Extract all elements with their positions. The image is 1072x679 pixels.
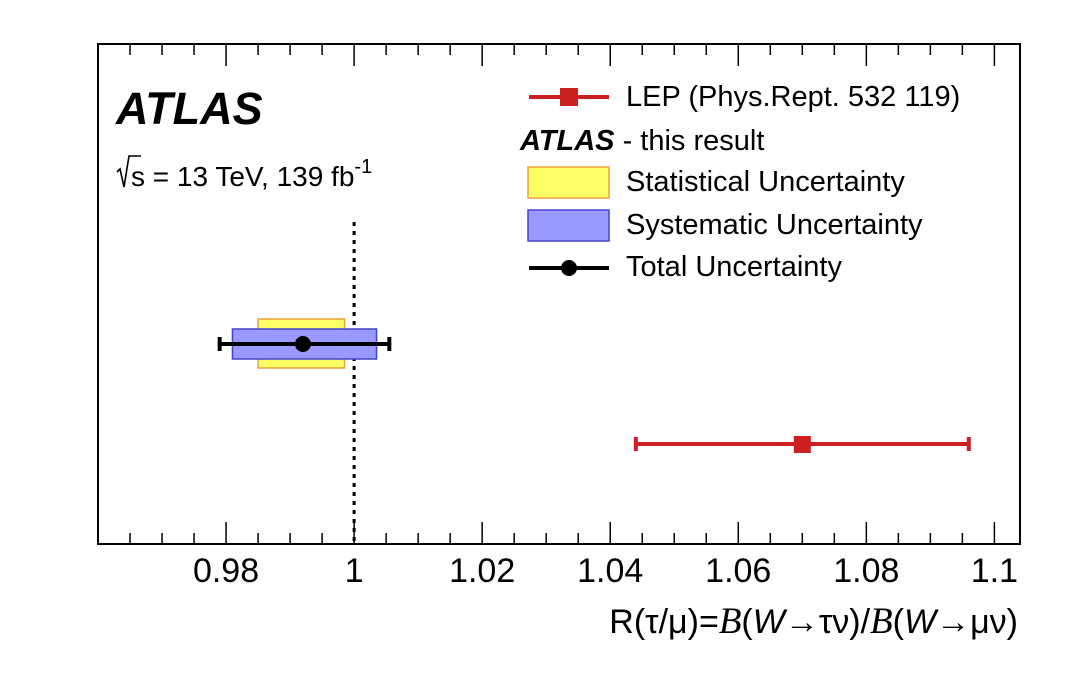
legend-stat-swatch — [527, 166, 610, 199]
x-axis-title: R(τ/μ)=B(W→τν)/B(W→μν) — [609, 601, 1018, 642]
energy-text: s = 13 TeV, 139 fb — [131, 161, 354, 192]
x-tick-label: 1.06 — [705, 552, 771, 590]
legend-atlas-prefix: ATLAS — [519, 125, 615, 157]
x-axis-title-paren2: ( — [893, 603, 905, 641]
svg-text:s = 13 TeV, 139 fb-1: s = 13 TeV, 139 fb-1 — [131, 156, 372, 192]
x-axis-title-w1: W — [753, 603, 788, 641]
legend-syst-label: Systematic Uncertainty — [626, 209, 923, 241]
lep-measurement — [633, 436, 971, 453]
legend: LEP (Phys.Rept. 532 119) ATLAS - this re… — [519, 81, 960, 283]
x-tick-label: 1.08 — [833, 552, 899, 590]
plot-frame — [97, 43, 1021, 545]
sqrt-sign-icon — [116, 155, 141, 188]
atlas-measurement — [217, 318, 392, 369]
x-axis-title-b2: B — [870, 601, 893, 642]
x-tick-labels: 0.98 1 1.02 1.04 1.06 1.08 1.1 — [193, 552, 1018, 590]
legend-total-marker — [561, 260, 577, 276]
x-axis-title-paren1: ( — [741, 603, 753, 641]
x-tick-label: 1.02 — [449, 552, 515, 590]
x-tick-label: 0.98 — [193, 552, 259, 590]
energy-lumi-label: s = 13 TeV, 139 fb-1 — [116, 155, 372, 192]
legend-total-label: Total Uncertainty — [626, 251, 842, 283]
x-tick-label: 1.1 — [971, 552, 1018, 590]
legend-stat-label: Statistical Uncertainty — [626, 166, 905, 198]
legend-atlas-suffix: - this result — [615, 125, 765, 157]
x-axis-title-b1: B — [719, 601, 742, 642]
lep-marker — [793, 436, 811, 453]
x-ticks — [129, 44, 996, 544]
legend-lep-label: LEP (Phys.Rept. 532 119) — [626, 81, 960, 113]
experiment-label: ATLAS — [115, 83, 263, 134]
x-tick-label: 1.04 — [577, 552, 643, 590]
x-axis-title-ratio: R(τ/μ)= — [609, 603, 719, 641]
energy-superscript: -1 — [354, 156, 372, 178]
x-axis-title-decay2: →μν) — [936, 603, 1018, 641]
legend-lep-marker — [560, 88, 578, 106]
legend-syst-swatch — [527, 209, 610, 242]
x-tick-label: 1 — [345, 552, 364, 590]
svg-text:ATLAS - this result: ATLAS - this result — [519, 125, 764, 157]
atlas-marker — [294, 336, 311, 352]
x-axis-title-w2: W — [904, 603, 939, 641]
x-axis-title-decay1: →τν)/ — [785, 603, 871, 641]
